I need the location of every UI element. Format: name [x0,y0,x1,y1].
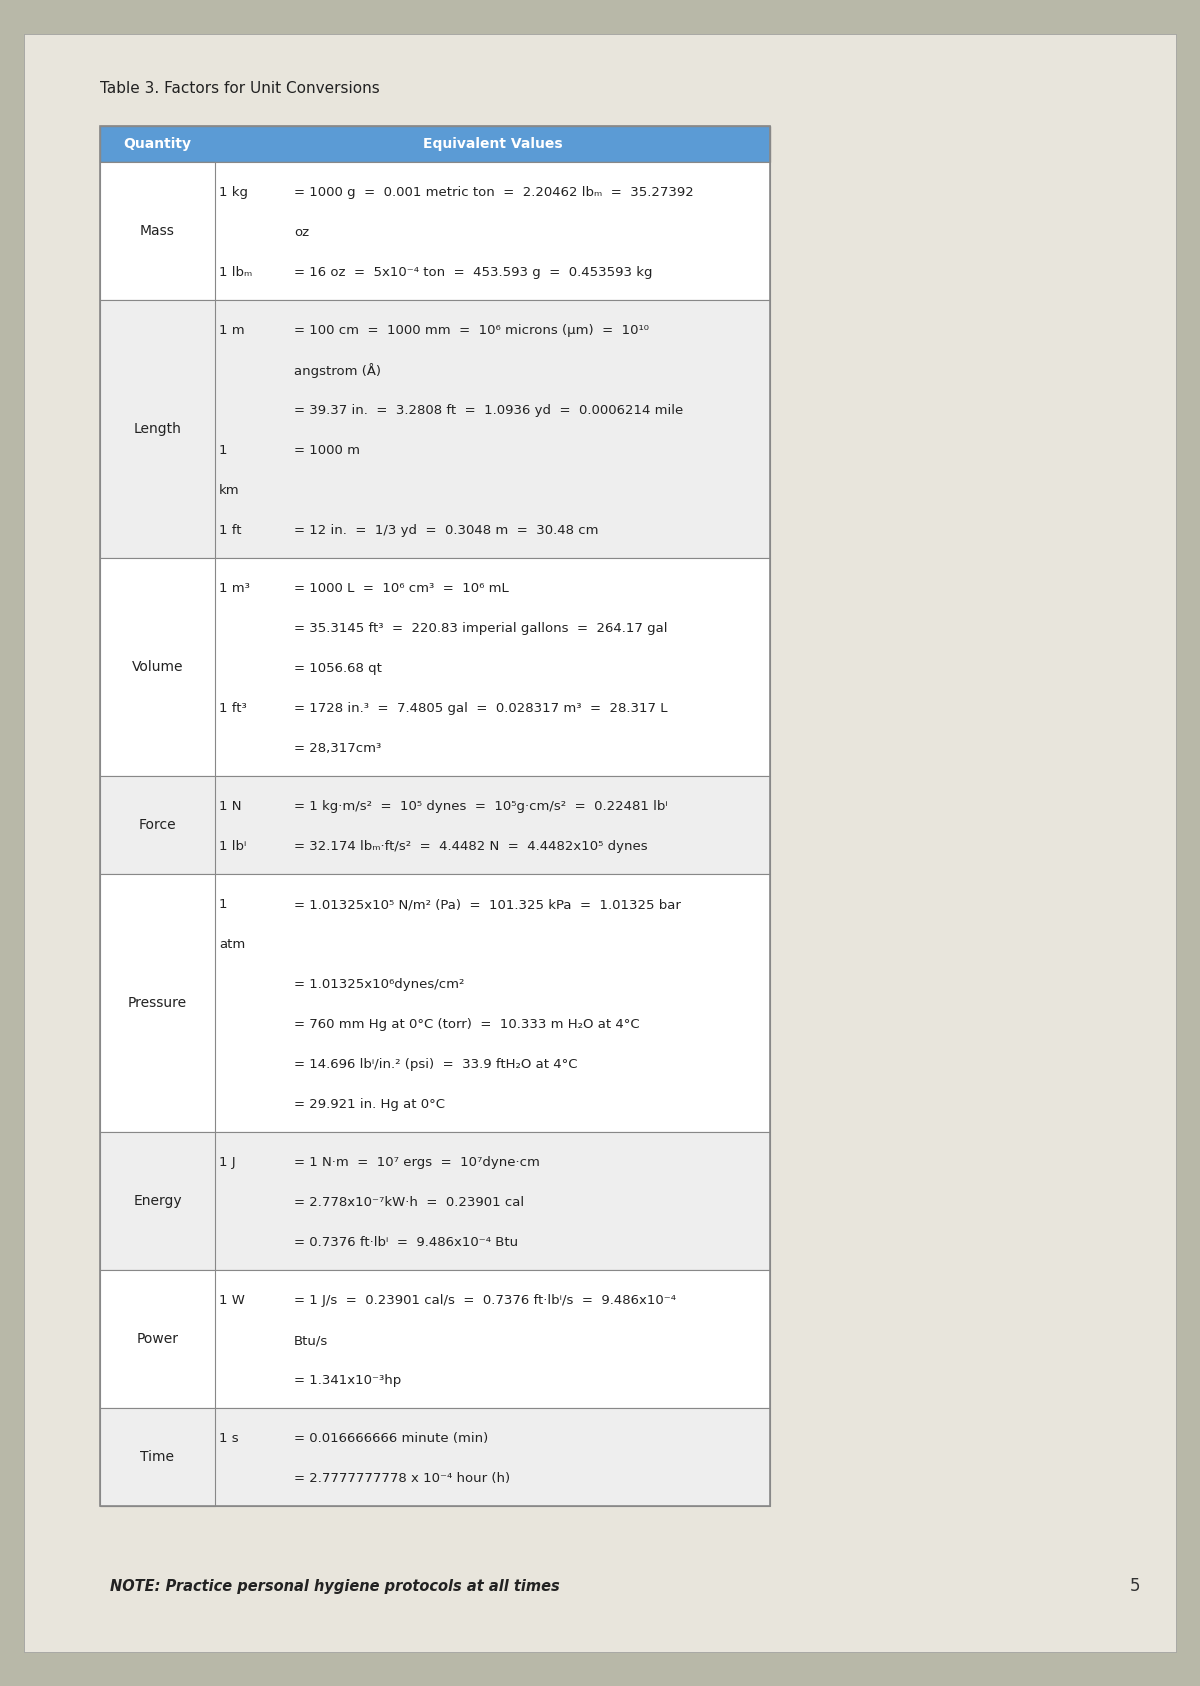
Text: = 760 mm Hg at 0°C (torr)  =  10.333 m H₂O at 4°C: = 760 mm Hg at 0°C (torr) = 10.333 m H₂O… [294,1018,640,1032]
Text: NOTE: Practice personal hygiene protocols at all times: NOTE: Practice personal hygiene protocol… [110,1578,559,1593]
Text: km: km [220,484,240,497]
Text: atm: atm [220,939,245,951]
Text: = 2.778x10⁻⁷kW·h  =  0.23901 cal: = 2.778x10⁻⁷kW·h = 0.23901 cal [294,1195,524,1209]
Text: Equivalent Values: Equivalent Values [422,137,563,152]
Text: 1 W: 1 W [220,1295,245,1307]
Text: 1 kg: 1 kg [220,187,248,199]
Text: 1 m³: 1 m³ [220,582,250,595]
Text: Pressure: Pressure [128,996,187,1010]
Text: angstrom (Å): angstrom (Å) [294,364,382,378]
Bar [100,162,770,300]
Text: 1 lbⁱ: 1 lbⁱ [220,840,246,853]
Bar [100,776,770,873]
Text: Volume: Volume [132,659,184,674]
Text: = 1.01325x10⁵ N/m² (Pa)  =  101.325 kPa  =  1.01325 bar: = 1.01325x10⁵ N/m² (Pa) = 101.325 kPa = … [294,899,680,912]
Bar [100,1408,215,1506]
Text: = 1056.68 qt: = 1056.68 qt [294,663,382,674]
Text: 1 s: 1 s [220,1433,239,1445]
Bar [100,1131,770,1270]
Text: 1 ft³: 1 ft³ [220,701,247,715]
Text: = 1.341x10⁻³hp: = 1.341x10⁻³hp [294,1374,401,1388]
Text: Power: Power [137,1332,179,1345]
Text: = 0.7376 ft·lbⁱ  =  9.486x10⁻⁴ Btu: = 0.7376 ft·lbⁱ = 9.486x10⁻⁴ Btu [294,1236,518,1249]
Text: Length: Length [133,422,181,437]
Text: Table 3. Factors for Unit Conversions: Table 3. Factors for Unit Conversions [100,81,379,96]
Text: = 32.174 lbₘ·ft/s²  =  4.4482 N  =  4.4482x10⁵ dynes: = 32.174 lbₘ·ft/s² = 4.4482 N = 4.4482x1… [294,840,648,853]
Text: 1: 1 [220,899,228,912]
Bar [100,558,770,776]
Text: 1 ft: 1 ft [220,524,241,538]
Bar [100,873,770,1131]
Text: = 0.016666666 minute (min): = 0.016666666 minute (min) [294,1433,488,1445]
Bar [100,126,770,1506]
Text: 5: 5 [1129,1576,1140,1595]
Text: = 1 J/s  =  0.23901 cal/s  =  0.7376 ft·lbⁱ/s  =  9.486x10⁻⁴: = 1 J/s = 0.23901 cal/s = 0.7376 ft·lbⁱ/… [294,1295,676,1307]
Text: 1 J: 1 J [220,1157,235,1168]
Text: 1: 1 [220,445,228,457]
Text: = 1000 m: = 1000 m [294,445,360,457]
Text: = 1000 g  =  0.001 metric ton  =  2.20462 lbₘ  =  35.27392: = 1000 g = 0.001 metric ton = 2.20462 lb… [294,187,694,199]
Text: Mass: Mass [140,224,175,238]
Bar [100,558,215,776]
Text: Quantity: Quantity [124,137,192,152]
Text: Force: Force [139,818,176,831]
Bar [100,162,215,300]
Bar [100,1408,770,1506]
Text: = 35.3145 ft³  =  220.83 imperial gallons  =  264.17 gal: = 35.3145 ft³ = 220.83 imperial gallons … [294,622,667,636]
Text: = 29.921 in. Hg at 0°C: = 29.921 in. Hg at 0°C [294,1098,445,1111]
Text: = 2.7777777778 x 10⁻⁴ hour (h): = 2.7777777778 x 10⁻⁴ hour (h) [294,1472,510,1485]
Text: 1 lbₘ: 1 lbₘ [220,266,252,280]
Text: = 28,317cm³: = 28,317cm³ [294,742,382,755]
Bar [100,1131,215,1270]
Text: = 12 in.  =  1/3 yd  =  0.3048 m  =  30.48 cm: = 12 in. = 1/3 yd = 0.3048 m = 30.48 cm [294,524,599,538]
Text: = 100 cm  =  1000 mm  =  10⁶ microns (μm)  =  10¹⁰: = 100 cm = 1000 mm = 10⁶ microns (μm) = … [294,324,649,337]
Bar [100,300,215,558]
Text: oz: oz [294,226,310,239]
Bar [100,873,215,1131]
Text: = 14.696 lbⁱ/in.² (psi)  =  33.9 ftH₂O at 4°C: = 14.696 lbⁱ/in.² (psi) = 33.9 ftH₂O at … [294,1059,577,1071]
Text: = 39.37 in.  =  3.2808 ft  =  1.0936 yd  =  0.0006214 mile: = 39.37 in. = 3.2808 ft = 1.0936 yd = 0.… [294,405,683,418]
Text: = 1.01325x10⁶dynes/cm²: = 1.01325x10⁶dynes/cm² [294,978,464,991]
Bar [100,776,215,873]
Bar [100,1270,770,1408]
Text: = 16 oz  =  5x10⁻⁴ ton  =  453.593 g  =  0.453593 kg: = 16 oz = 5x10⁻⁴ ton = 453.593 g = 0.453… [294,266,653,280]
Text: Time: Time [140,1450,174,1463]
Bar [100,300,770,558]
Bar [100,126,770,162]
Bar [100,1270,215,1408]
Text: = 1 N·m  =  10⁷ ergs  =  10⁷dyne·cm: = 1 N·m = 10⁷ ergs = 10⁷dyne·cm [294,1157,540,1168]
Text: 1 m: 1 m [220,324,245,337]
Text: Btu/s: Btu/s [294,1334,329,1347]
Text: = 1728 in.³  =  7.4805 gal  =  0.028317 m³  =  28.317 L: = 1728 in.³ = 7.4805 gal = 0.028317 m³ =… [294,701,667,715]
Text: = 1 kg·m/s²  =  10⁵ dynes  =  10⁵g·cm/s²  =  0.22481 lbⁱ: = 1 kg·m/s² = 10⁵ dynes = 10⁵g·cm/s² = 0… [294,801,667,813]
Text: 1 N: 1 N [220,801,241,813]
Text: = 1000 L  =  10⁶ cm³  =  10⁶ mL: = 1000 L = 10⁶ cm³ = 10⁶ mL [294,582,509,595]
Text: Energy: Energy [133,1194,182,1207]
